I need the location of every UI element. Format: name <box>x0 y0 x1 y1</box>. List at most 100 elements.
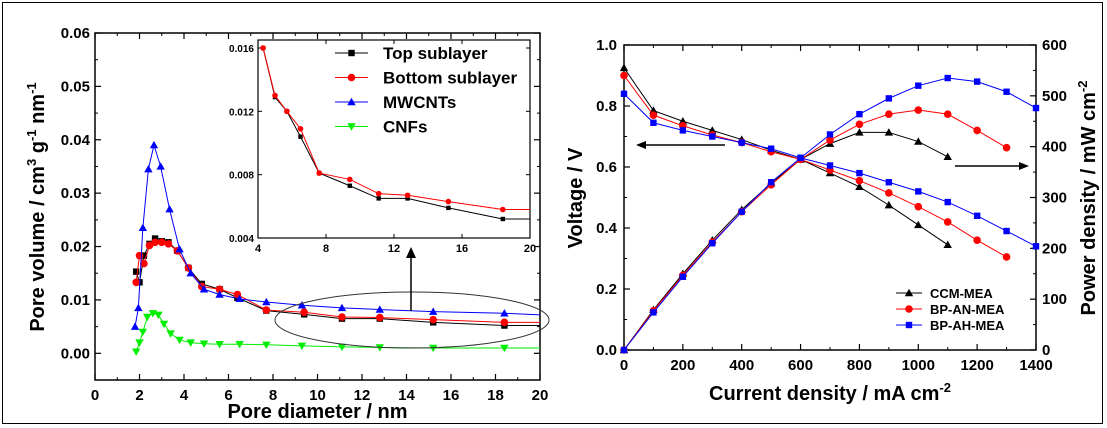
data-point <box>144 164 153 173</box>
legend-marker <box>348 49 355 57</box>
power-point <box>855 128 864 136</box>
data-point <box>157 238 166 247</box>
legend-marker <box>347 97 356 106</box>
legend-label: Bottom sublayer <box>383 69 518 88</box>
inset-y-tick-label: 0.012 <box>229 107 254 118</box>
x-tick-label: 16 <box>443 387 460 404</box>
y2-tick-label: 200 <box>1042 240 1067 257</box>
data-point <box>199 285 209 293</box>
power-point <box>826 131 834 138</box>
y-tick-label: 0.00 <box>61 345 90 362</box>
x-tick-label: 20 <box>532 387 549 404</box>
power-point <box>797 154 804 162</box>
y2-tick-label: 600 <box>1042 37 1067 54</box>
data-point <box>337 303 347 312</box>
legend-marker <box>905 321 913 329</box>
legend-label: MWCNTs <box>383 93 456 112</box>
y-tick-label: 0.0 <box>596 342 617 359</box>
x-tick-label: 600 <box>788 357 813 374</box>
y-tick-label: 0.03 <box>61 185 90 202</box>
voltage-point <box>767 145 775 152</box>
y-tick-label: 1.0 <box>596 37 617 54</box>
x-tick-label: 4 <box>180 387 189 404</box>
y-axis-label-part: -1 <box>24 129 39 141</box>
data-point <box>149 140 159 149</box>
voltage-point <box>620 90 628 97</box>
voltage-point <box>678 117 688 125</box>
x-tick-label: 2 <box>135 387 143 404</box>
data-point <box>140 252 148 259</box>
power-point <box>738 208 745 215</box>
legend-label: BP-AH-MEA <box>930 318 1005 333</box>
voltage-point <box>856 169 863 177</box>
data-point <box>166 330 175 338</box>
y2-axis-label-part: -2 <box>1075 81 1090 93</box>
y2-tick-label: 500 <box>1042 88 1067 105</box>
data-point <box>500 344 509 353</box>
y-tick-label: 0.02 <box>61 239 90 256</box>
data-point <box>215 290 224 298</box>
data-point <box>376 313 384 322</box>
inset-y-tick-label: 0.008 <box>229 171 254 182</box>
data-point <box>140 259 148 268</box>
inset-data-point <box>272 92 278 99</box>
voltage-point <box>709 133 716 140</box>
y-tick-label: 0.8 <box>596 98 617 115</box>
data-point <box>175 336 184 345</box>
y-tick-label: 0.05 <box>61 78 90 95</box>
voltage-line <box>623 75 1007 258</box>
data-point <box>135 251 144 260</box>
legend-label: CCM-MEA <box>930 286 993 301</box>
voltage-point <box>943 218 952 226</box>
power-point <box>855 120 864 129</box>
legend-label: BP-AN-MEA <box>930 302 1005 317</box>
right-arrow-head <box>1019 162 1029 170</box>
data-point <box>159 320 169 329</box>
y-tick-label: 0.2 <box>596 281 617 298</box>
data-point <box>130 322 140 330</box>
power-point <box>915 82 922 89</box>
inset-data-point <box>260 45 266 51</box>
inset-data-point <box>446 205 451 211</box>
data-point <box>337 343 347 352</box>
data-point <box>235 341 244 349</box>
inset-y-tick-label: 0.004 <box>229 234 254 245</box>
data-point <box>186 269 195 277</box>
power-point <box>1003 88 1010 95</box>
data-point <box>215 341 224 349</box>
power-point <box>914 106 923 114</box>
inset-data-point <box>284 108 290 115</box>
inset-data-point <box>445 198 452 205</box>
inset-data-point <box>347 183 352 188</box>
y-axis-label-part: -1 <box>24 82 39 94</box>
x-axis-label-part: -2 <box>939 380 951 395</box>
data-point <box>164 240 173 248</box>
power-point <box>709 240 716 247</box>
data-point <box>262 297 271 306</box>
data-point <box>235 294 244 303</box>
legend-label: CNFs <box>383 118 427 137</box>
x-tick-label: 12 <box>354 387 371 404</box>
data-point <box>262 306 271 314</box>
inset-x-tick-label: 16 <box>456 243 468 255</box>
inset-x-tick-label: 8 <box>323 243 329 255</box>
legend-marker <box>347 73 356 82</box>
power-point <box>826 136 834 144</box>
data-point <box>338 313 346 321</box>
inset-data-point <box>316 170 323 176</box>
x-tick-label: 8 <box>269 387 277 404</box>
voltage-point <box>943 240 952 248</box>
voltage-point <box>1032 243 1040 250</box>
data-point <box>186 339 195 347</box>
x-axis-label: Pore diameter / nm <box>227 401 407 423</box>
x-axis-label-part: Current density / mA cm <box>709 383 939 405</box>
y2-tick-label: 300 <box>1042 190 1067 207</box>
data-point <box>297 301 307 309</box>
data-point <box>138 223 148 232</box>
data-point <box>143 313 152 322</box>
legend-label: Top sublayer <box>383 44 488 63</box>
power-line <box>623 131 948 351</box>
y2-axis-label: Power density / mW cm-2 <box>1075 81 1100 316</box>
